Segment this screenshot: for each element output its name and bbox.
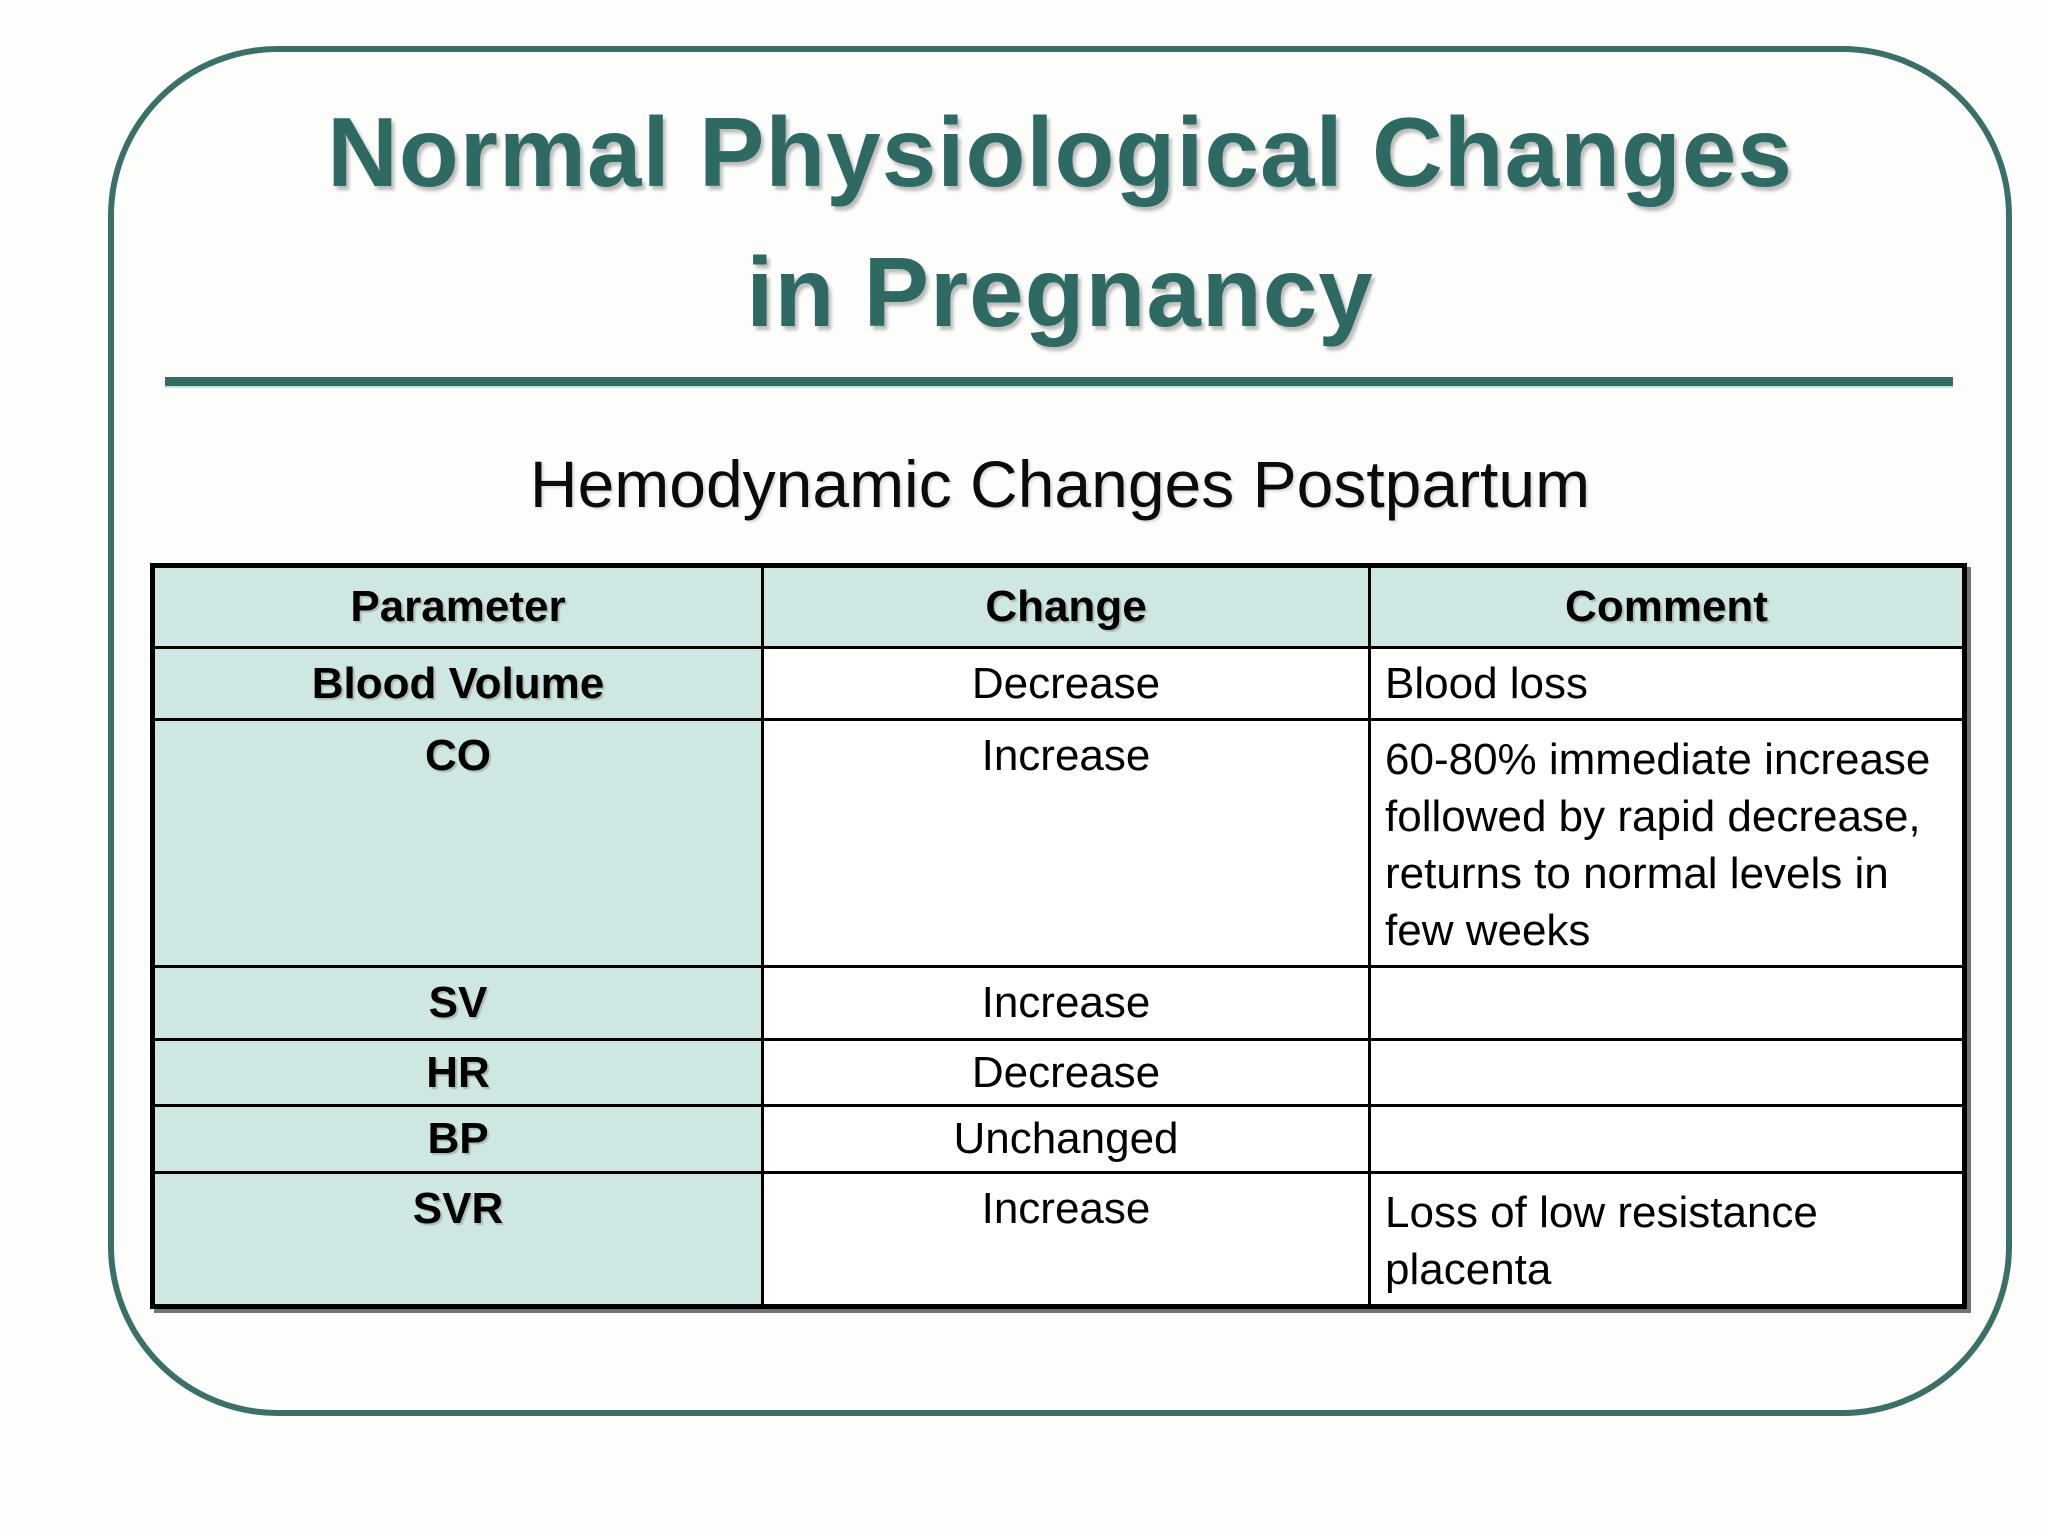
header-cell-parameter: Parameter — [151, 564, 764, 649]
param-cell: SVR — [151, 1171, 764, 1308]
title-underline — [165, 377, 1953, 388]
table-row: HR Decrease — [151, 1038, 1966, 1107]
header-cell-change: Change — [761, 564, 1371, 649]
hemodynamic-table: Parameter Change Comment Blood Volume De… — [150, 563, 1967, 1309]
comment-cell — [1368, 1104, 1966, 1174]
table-row: Blood Volume Decrease Blood loss — [151, 646, 1966, 721]
comment-cell: Loss of low resistance placenta — [1368, 1171, 1966, 1308]
comment-cell — [1368, 1038, 1966, 1107]
param-cell: CO — [151, 718, 764, 968]
table-row: CO Increase 60-80% immediate increase fo… — [151, 718, 1966, 968]
comment-cell: 60-80% immediate increase followed by ra… — [1368, 718, 1966, 968]
slide-title-line-1: Normal Physiological Changes — [327, 97, 1793, 207]
table-row: BP Unchanged — [151, 1104, 1966, 1174]
param-cell: Blood Volume — [151, 646, 764, 721]
header-cell-comment: Comment — [1368, 564, 1966, 649]
slide-title: Normal Physiological Changes in Pregnanc… — [108, 82, 2012, 362]
table-row: SV Increase — [151, 965, 1966, 1041]
comment-cell — [1368, 965, 1966, 1041]
change-cell: Unchanged — [761, 1104, 1371, 1174]
table-row: SVR Increase Loss of low resistance plac… — [151, 1171, 1966, 1308]
param-cell: BP — [151, 1104, 764, 1174]
change-cell: Increase — [761, 718, 1371, 968]
change-cell: Increase — [761, 965, 1371, 1041]
param-cell: SV — [151, 965, 764, 1041]
param-cell: HR — [151, 1038, 764, 1107]
change-cell: Decrease — [761, 1038, 1371, 1107]
comment-cell: Blood loss — [1368, 646, 1966, 721]
slide-title-line-2: in Pregnancy — [746, 237, 1374, 347]
slide-subtitle: Hemodynamic Changes Postpartum — [529, 447, 1591, 521]
change-cell: Increase — [761, 1171, 1371, 1308]
change-cell: Decrease — [761, 646, 1371, 721]
table-header-row: Parameter Change Comment — [151, 564, 1966, 649]
